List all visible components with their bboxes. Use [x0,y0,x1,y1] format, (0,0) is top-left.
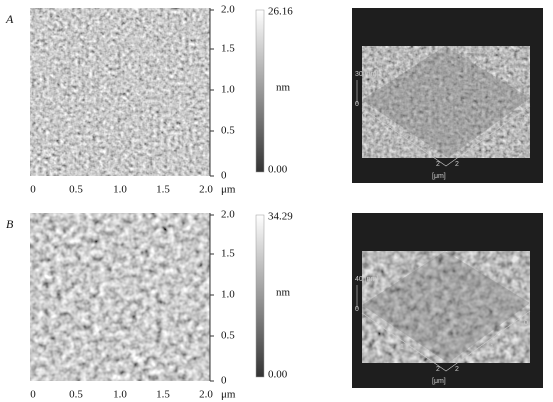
x-tick-label: 1.5 [156,184,170,196]
y-tick-label: 1.5 [221,248,235,260]
x-tick-label: 0 [30,184,36,196]
view3d-tick: 1 [400,139,404,146]
view3d-tick: 2 [455,366,459,373]
x-tick-label: 0 [30,389,36,401]
view3d-unit: [μm] [432,378,446,385]
scale-max: 26.16 [268,6,293,18]
z-label: 40 [nm] [355,276,378,283]
color-scale [255,9,265,173]
panel-label: B [6,217,14,231]
scale-min: 0.00 [268,164,288,176]
view3d-tick: 0 [524,115,528,122]
view3d-tick: 0 [362,318,366,325]
view3d-tick: 2 [436,366,440,373]
x-unit: μm [221,389,236,401]
y-tick-label: 1.5 [221,43,235,55]
x-tick-label: 1.5 [156,389,170,401]
y-tick-label: 1.0 [221,84,235,96]
x-tick-label: 0.5 [69,184,83,196]
panel-label: A [5,12,14,26]
x-tick-label: 2.0 [199,389,213,401]
z-zero: 0 [355,101,359,108]
z-label: 30 [nm] [355,71,378,78]
y-tick-label: 0 [221,170,227,182]
view3d-tick: 1 [490,344,494,351]
view3d-surface-shade [362,46,530,158]
afm-image [30,213,210,381]
y-tick-label: 0.5 [221,125,235,137]
scale-unit: nm [276,82,291,94]
color-scale [255,214,265,378]
view3d-surface-shade [362,251,530,363]
view3d-tick: 1 [400,344,404,351]
x-tick-label: 1.0 [113,389,127,401]
y-tick-label: 2.0 [221,4,235,16]
view3d-axis [361,105,531,167]
view3d-tick: 2 [436,161,440,168]
view3d-tick: 0 [362,113,366,120]
view3d-tick: 0 [524,320,528,327]
x-tick-label: 0.5 [69,389,83,401]
x-tick-label: 2.0 [199,184,213,196]
scale-max: 34.29 [268,211,293,223]
y-tick-label: 0.5 [221,330,235,342]
view3d-axis [361,310,531,372]
view3d-surface [362,251,530,363]
view3d-surface [362,46,530,158]
scale-min: 0.00 [268,369,288,381]
view3d-tick: 1 [490,139,494,146]
view3d-unit: [μm] [432,173,446,180]
y-tick-label: 1.0 [221,289,235,301]
scale-unit: nm [276,287,291,299]
x-unit: μm [221,184,236,196]
afm-image [30,8,210,176]
y-tick-label: 2.0 [221,209,235,221]
view3d-tick: 2 [455,161,459,168]
z-zero: 0 [355,306,359,313]
y-tick-label: 0 [221,375,227,387]
x-tick-label: 1.0 [113,184,127,196]
